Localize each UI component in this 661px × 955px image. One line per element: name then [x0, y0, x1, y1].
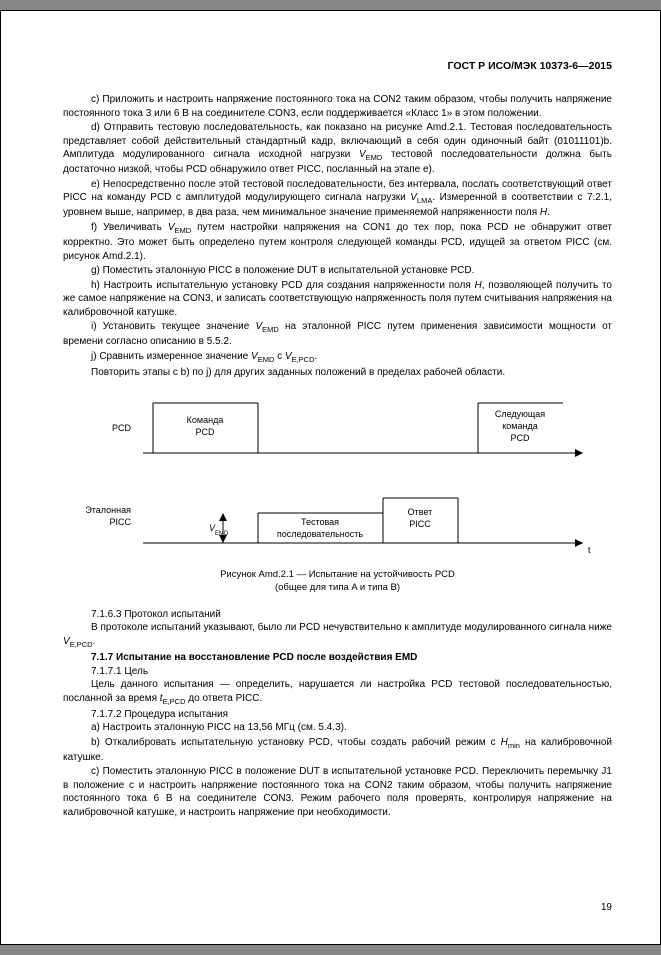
- test-seq-1: Тестовая: [300, 517, 338, 527]
- page-number: 19: [601, 901, 612, 915]
- pcd-cmd-1: Команда: [186, 415, 223, 425]
- para-repeat: Повторить этапы с b) по j) для других за…: [63, 366, 612, 380]
- para-g: g) Поместить эталонную PICC в положение …: [63, 264, 612, 278]
- figure-amd21: PCD Команда PCD Следующая команда PCD t …: [63, 393, 612, 594]
- picc-row: t Эталонная PICC V EMD Тестовая последов…: [85, 498, 591, 555]
- para-c: c) Приложить и настроить напряжение пост…: [63, 93, 612, 120]
- para-h: h) Настроить испытательную установку PCD…: [63, 279, 612, 320]
- para-f: f) Увеличивать VEMD путем настройки напр…: [63, 221, 612, 263]
- document-page: ГОСТ Р ИСО/МЭК 10373-6—2015 c) Приложить…: [0, 10, 661, 945]
- pcd-label: PCD: [111, 423, 131, 433]
- picc-label-1: Эталонная: [85, 505, 131, 515]
- pcd-next-3: PCD: [510, 433, 530, 443]
- s-7172-a: a) Настроить эталонную PICC на 13,56 МГц…: [63, 721, 612, 735]
- pcd-row: PCD Команда PCD Следующая команда PCD: [111, 403, 582, 457]
- svg-text:EMD: EMD: [215, 531, 229, 537]
- s-7171-title: 7.1.7.1 Цель: [63, 665, 612, 679]
- test-seq-2: последовательность: [276, 529, 362, 539]
- picc-resp-2: PICC: [409, 519, 431, 529]
- timing-diagram: PCD Команда PCD Следующая команда PCD t …: [83, 393, 593, 563]
- para-e: e) Непосредственно после этой тестовой п…: [63, 178, 612, 220]
- s-7163-body: В протоколе испытаний указывают, было ли…: [63, 621, 612, 650]
- pcd-next-1: Следующая: [494, 409, 544, 419]
- doc-header: ГОСТ Р ИСО/МЭК 10373-6—2015: [63, 59, 612, 73]
- para-i: i) Установить текущее значение VEMD на э…: [63, 320, 612, 349]
- picc-resp-1: Ответ: [407, 507, 432, 517]
- s-7172-title: 7.1.7.2 Процедура испытания: [63, 708, 612, 722]
- svg-text:t: t: [588, 545, 591, 555]
- pcd-next-2: команда: [502, 421, 537, 431]
- pcd-cmd-2: PCD: [195, 427, 215, 437]
- picc-label-2: PICC: [109, 517, 131, 527]
- para-d: d) Отправить тестовую последовательность…: [63, 121, 612, 177]
- s-7172-c: c) Поместить эталонную PICC в положение …: [63, 765, 612, 819]
- figure-caption: Рисунок Amd.2.1 — Испытание на устойчиво…: [63, 569, 612, 594]
- para-j: j) Сравнить измеренное значение VEMD c V…: [63, 350, 612, 365]
- s-717-title: 7.1.7 Испытание на восстановление PCD по…: [63, 651, 612, 665]
- s-7163-title: 7.1.6.3 Протокол испытаний: [63, 608, 612, 622]
- s-7172-b: b) Откалибровать испытательную установку…: [63, 736, 612, 765]
- s-7171-body: Цель данного испытания — определить, нар…: [63, 678, 612, 707]
